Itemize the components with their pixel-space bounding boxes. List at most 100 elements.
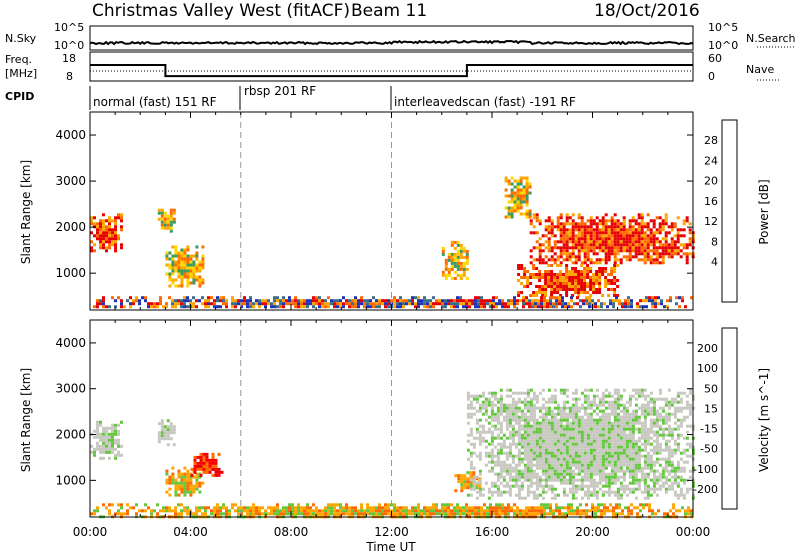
range-cell [499,400,503,404]
range-cell [189,478,193,482]
range-cell [610,270,614,273]
range-cell [631,237,635,241]
range-cell [369,305,372,309]
range-cell [595,418,599,422]
range-cell [333,506,336,510]
range-cell [466,457,470,461]
range-cell [586,487,590,491]
range-cell [586,246,590,250]
range-cell [484,430,488,434]
range-cell [646,225,650,229]
range-cell [631,433,635,437]
range-cell [550,291,554,294]
range-cell [486,506,489,510]
range-cell [631,231,635,235]
range-cell [435,506,438,510]
range-cell [444,302,447,306]
range-cell [318,512,321,516]
range-cell [586,394,590,398]
range-cell [643,240,647,244]
range-cell [189,299,192,303]
range-cell [583,249,587,253]
range-cell [522,176,526,180]
range-cell [573,302,576,306]
range-cell [600,512,603,516]
range-cell [372,302,375,306]
range-cell [457,474,461,478]
range-cell [625,249,629,253]
range-cell [111,296,114,300]
range-cell [459,267,463,271]
range-cell [447,509,450,513]
range-cell [532,454,536,458]
range-cell [637,258,641,262]
range-cell [589,451,593,455]
range-cell [649,442,653,446]
range-cell [523,415,527,419]
range-cell [465,509,468,513]
range-cell [622,243,626,247]
range-cell [498,512,501,516]
range-cell [583,460,587,464]
range-cell [519,509,522,513]
range-cell [612,512,615,516]
range-cell [105,240,108,244]
range-cell [616,258,620,262]
range-cell [535,291,539,294]
range-cell [556,463,560,467]
range-cell [591,299,594,303]
range-cell [651,302,654,306]
range-cell [658,391,662,395]
range-cell [607,460,611,464]
range-cell [166,220,170,224]
range-cell [631,490,635,494]
range-cell [571,436,575,440]
range-cell [411,299,414,303]
range-cell [472,481,476,485]
range-cell [616,469,620,473]
range-cell [628,472,632,476]
range-cell [535,294,539,297]
range-cell [531,302,534,306]
range-cell [592,282,596,285]
range-cell [517,451,521,455]
range-cell [592,487,596,491]
range-cell [511,475,515,479]
range-cell [501,512,504,516]
range-cell [99,423,102,427]
range-cell [634,496,638,500]
range-cell [565,219,569,223]
range-cell [528,299,531,303]
range-cell [553,261,557,265]
range-cell [172,220,176,224]
range-cell [604,457,608,461]
range-cell [550,451,554,455]
range-cell [198,299,201,303]
range-cell [643,427,647,431]
range-cell [117,450,120,454]
range-cell [607,294,611,297]
range-cell [685,460,689,464]
range-cell [571,457,575,461]
range-cell [384,503,387,507]
range-cell [592,493,596,497]
range-cell [466,397,470,401]
range-cell [613,445,617,449]
range-cell [550,276,554,279]
range-cell [453,509,456,513]
range-cell [499,481,503,485]
range-cell [171,278,175,282]
range-cell [571,439,575,443]
range-cell [622,240,626,244]
range-cell [571,454,575,458]
range-cell [523,403,527,407]
range-cell [553,442,557,446]
range-cell [438,302,441,306]
range-cell [441,509,444,513]
range-cell [577,451,581,455]
range-cell [99,420,102,424]
range-cell [670,222,674,226]
range-cell [162,506,165,510]
range-cell [465,299,468,303]
freq-tick-high: 18 [62,52,76,65]
